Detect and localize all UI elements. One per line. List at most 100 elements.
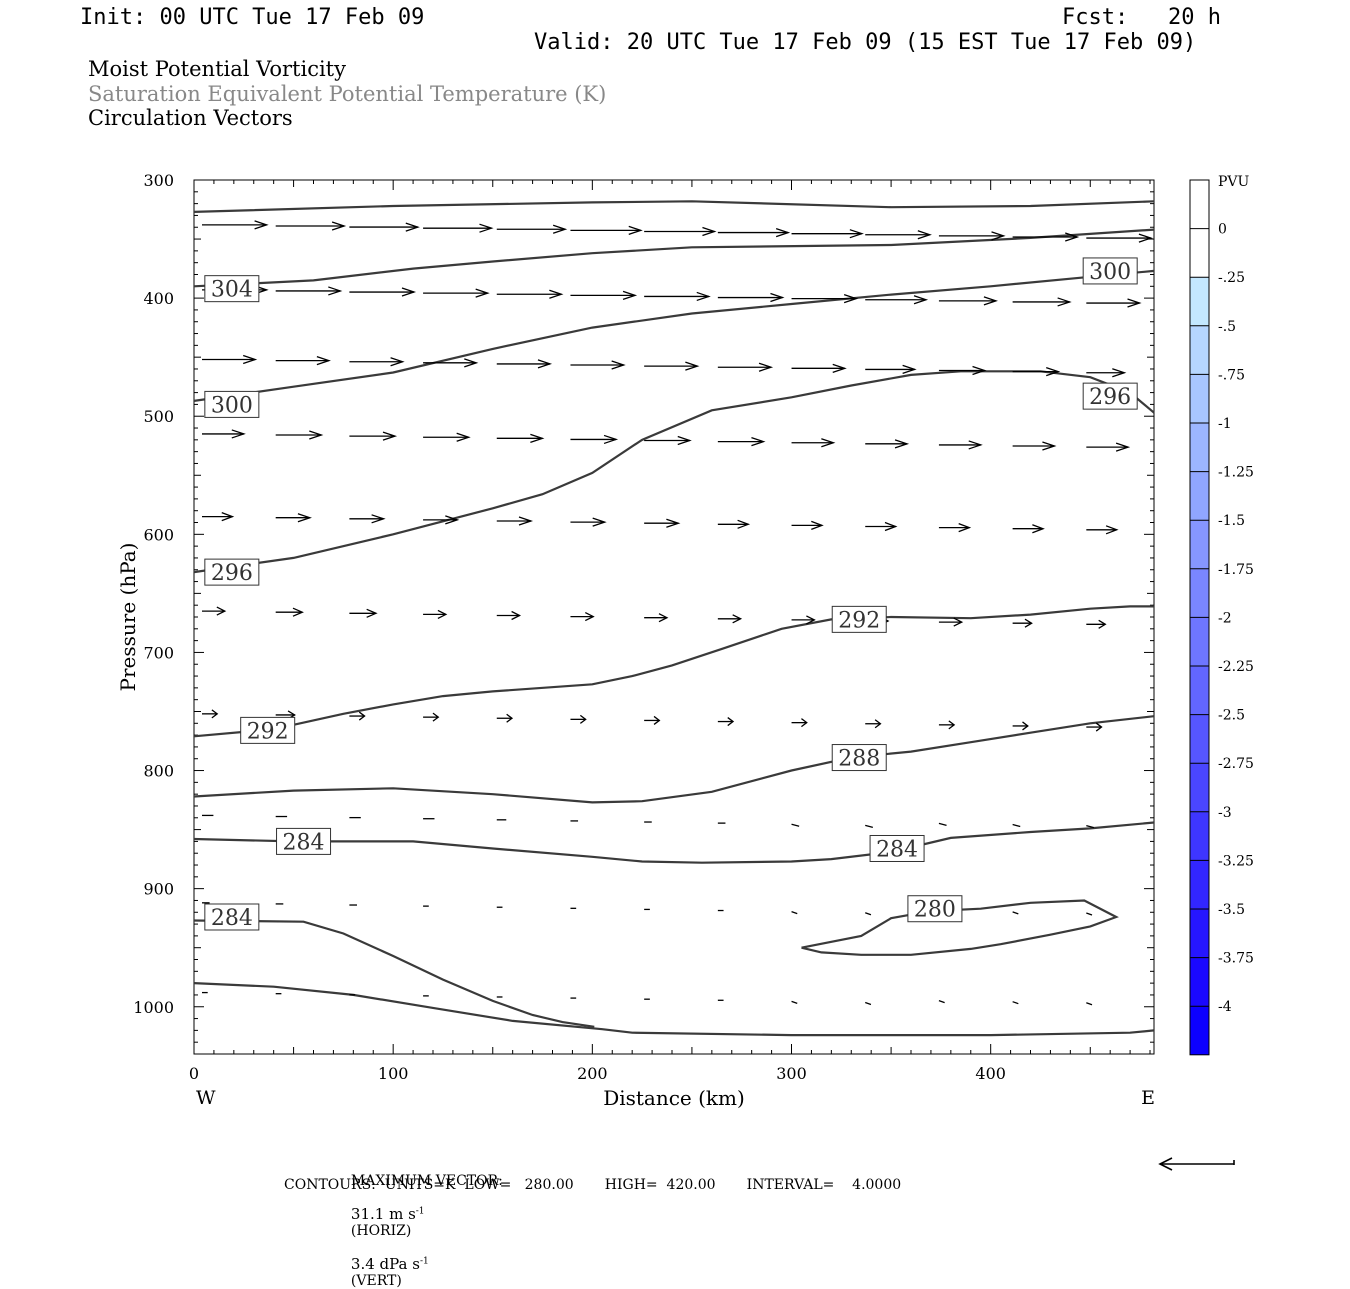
colorbar-cell <box>1190 325 1209 375</box>
y-tick-label: 500 <box>143 407 174 426</box>
circulation-vector <box>275 607 304 617</box>
vector-head <box>518 516 534 526</box>
circulation-vector <box>791 615 816 625</box>
colorbar-label: -1 <box>1218 416 1232 432</box>
circulation-vector <box>275 513 312 523</box>
circulation-vector <box>865 1001 872 1006</box>
vector-shaft <box>791 911 798 915</box>
circulation-vector <box>1086 1002 1093 1006</box>
vector-head <box>382 431 398 441</box>
vector-head <box>358 711 366 721</box>
colorbar-label: -1.75 <box>1218 562 1254 578</box>
colorbar-cell <box>1190 277 1209 326</box>
contour-label-box <box>204 390 260 418</box>
colorbar-label: 0 <box>1218 222 1227 238</box>
contour-label-box <box>240 716 296 744</box>
layer-title-mpv: Moist Potential Vorticity <box>88 57 346 81</box>
contour-label-text: 292 <box>838 608 880 633</box>
circulation-vector <box>570 290 638 300</box>
vector-head <box>506 713 514 723</box>
vector-head <box>917 230 932 240</box>
circulation-vector <box>1012 911 1019 915</box>
vector-head <box>254 220 269 230</box>
colorbar-cell <box>1190 617 1209 666</box>
colorbar-label: -3.5 <box>1218 902 1245 918</box>
circulation-vector <box>717 717 735 727</box>
vector-head <box>628 225 643 235</box>
circulation-vector <box>570 612 595 622</box>
colorbar-cell <box>1190 666 1209 715</box>
vector-head <box>552 224 568 234</box>
circulation-vector <box>644 226 717 237</box>
vector-head <box>1115 442 1131 452</box>
circulation-vector <box>791 294 859 304</box>
circulation-vector <box>423 712 440 722</box>
colorbar-label: -1.5 <box>1218 513 1245 529</box>
vector-head <box>913 295 929 305</box>
vector-head <box>1095 722 1103 732</box>
circulation-vector <box>717 519 751 529</box>
colorbar-cell <box>1190 423 1209 472</box>
vector-head <box>953 617 964 627</box>
contour-label: 296 <box>204 558 260 586</box>
vector-head <box>371 514 386 524</box>
vector-head <box>884 521 898 532</box>
y-tick-label: 700 <box>143 643 174 662</box>
contour-label-box <box>869 834 925 862</box>
vector-head <box>1046 367 1061 377</box>
x-tick-label: 100 <box>378 1064 409 1083</box>
circulation-vectors <box>202 220 1153 1006</box>
max-vector-horiz-unit: (HORIZ) <box>350 1223 412 1239</box>
vector-shaft <box>865 912 872 916</box>
circulation-vector <box>1012 297 1072 307</box>
vector-head <box>1024 618 1033 628</box>
vector-head <box>1105 525 1119 535</box>
circulation-vector <box>938 365 987 376</box>
contour-label: 284 <box>204 903 260 931</box>
x-axis-east-label: E <box>1141 1087 1155 1109</box>
colorbar-label: -2 <box>1218 610 1232 626</box>
vector-head <box>603 434 619 445</box>
x-axis-title: Distance (km) <box>603 1086 745 1110</box>
y-tick-label: 600 <box>143 525 174 544</box>
contour-label-text: 300 <box>1089 260 1131 285</box>
circulation-vector <box>1086 442 1131 452</box>
circulation-vector <box>791 1000 798 1004</box>
vector-head <box>456 432 471 442</box>
circulation-vector <box>717 227 791 238</box>
circulation-vector <box>791 718 808 728</box>
circulation-vector <box>1012 232 1080 242</box>
vector-head <box>968 440 983 450</box>
axis-ticks <box>193 179 1154 1055</box>
circulation-vector <box>423 288 490 298</box>
vector-head <box>611 360 626 370</box>
colorbar-label: -3 <box>1218 805 1232 821</box>
circulation-vector <box>1012 721 1029 731</box>
contour-label-text: 284 <box>211 906 253 931</box>
circulation-vector <box>349 514 386 524</box>
vector-head <box>843 294 859 304</box>
contour-label-text: 296 <box>1089 385 1131 410</box>
theta-e-contour <box>193 715 1155 804</box>
vector-head <box>216 606 227 616</box>
vector-shaft <box>791 823 800 827</box>
x-axis-west-label: W <box>196 1087 216 1109</box>
theta-e-contour <box>193 982 1155 1037</box>
vector-head <box>1127 298 1142 308</box>
vector-head <box>1112 368 1127 378</box>
circulation-vector <box>644 518 681 528</box>
vector-shaft <box>1086 824 1095 829</box>
vector-head <box>849 229 864 239</box>
vector-shaft <box>791 1000 798 1004</box>
circulation-vector <box>938 440 983 450</box>
circulation-vector <box>938 296 998 306</box>
vector-head <box>475 288 490 298</box>
contour-label-box <box>831 605 887 633</box>
contour-label-box <box>907 895 963 923</box>
max-vector-horiz-exp: -1 <box>415 1206 425 1217</box>
contour-label-box <box>276 827 332 855</box>
vector-head <box>1065 232 1080 242</box>
circulation-vector <box>717 437 766 447</box>
vector-head <box>894 439 910 449</box>
circulation-vector <box>202 354 258 365</box>
